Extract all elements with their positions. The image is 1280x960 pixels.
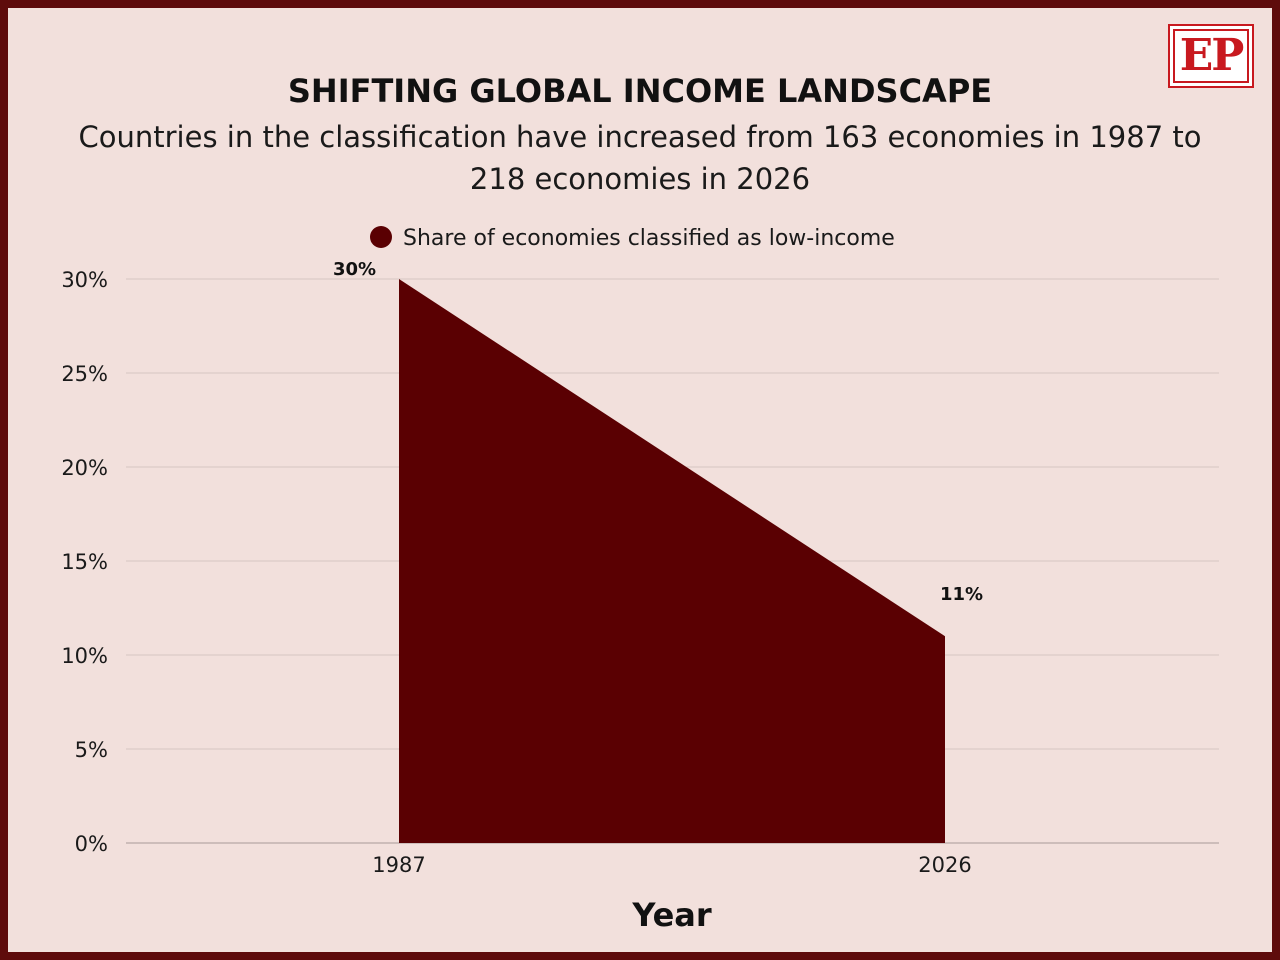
area-fill bbox=[399, 279, 945, 843]
logo-text: EP bbox=[1179, 30, 1245, 81]
data-label: 11% bbox=[940, 584, 983, 605]
legend-label: Share of economies classified as low-inc… bbox=[403, 226, 895, 251]
data-label: 30% bbox=[333, 259, 376, 280]
data-labels: 30% 11% bbox=[333, 259, 983, 605]
y-axis-ticks: 0% 5% 10% 15% 20% 25% 30% bbox=[61, 268, 108, 856]
y-tick-label: 20% bbox=[61, 456, 108, 480]
x-axis-ticks: 1987 2026 bbox=[372, 853, 971, 877]
x-axis-label: Year bbox=[631, 896, 712, 934]
series-area bbox=[399, 279, 945, 843]
legend-swatch bbox=[370, 226, 392, 248]
ep-logo: EP bbox=[1168, 24, 1254, 88]
x-tick-label: 1987 bbox=[372, 853, 425, 877]
chart-title: SHIFTING GLOBAL INCOME LANDSCAPE bbox=[287, 72, 993, 110]
y-tick-label: 30% bbox=[61, 268, 108, 292]
logo-border bbox=[1173, 29, 1249, 83]
y-tick-label: 5% bbox=[75, 738, 108, 762]
x-tick-label: 2026 bbox=[918, 853, 971, 877]
y-tick-label: 0% bbox=[75, 832, 108, 856]
chart-subtitle: Countries in the classification have inc… bbox=[78, 120, 1202, 196]
y-tick-label: 25% bbox=[61, 362, 108, 386]
legend: Share of economies classified as low-inc… bbox=[370, 226, 895, 251]
y-tick-label: 10% bbox=[61, 644, 108, 668]
y-tick-label: 15% bbox=[61, 550, 108, 574]
